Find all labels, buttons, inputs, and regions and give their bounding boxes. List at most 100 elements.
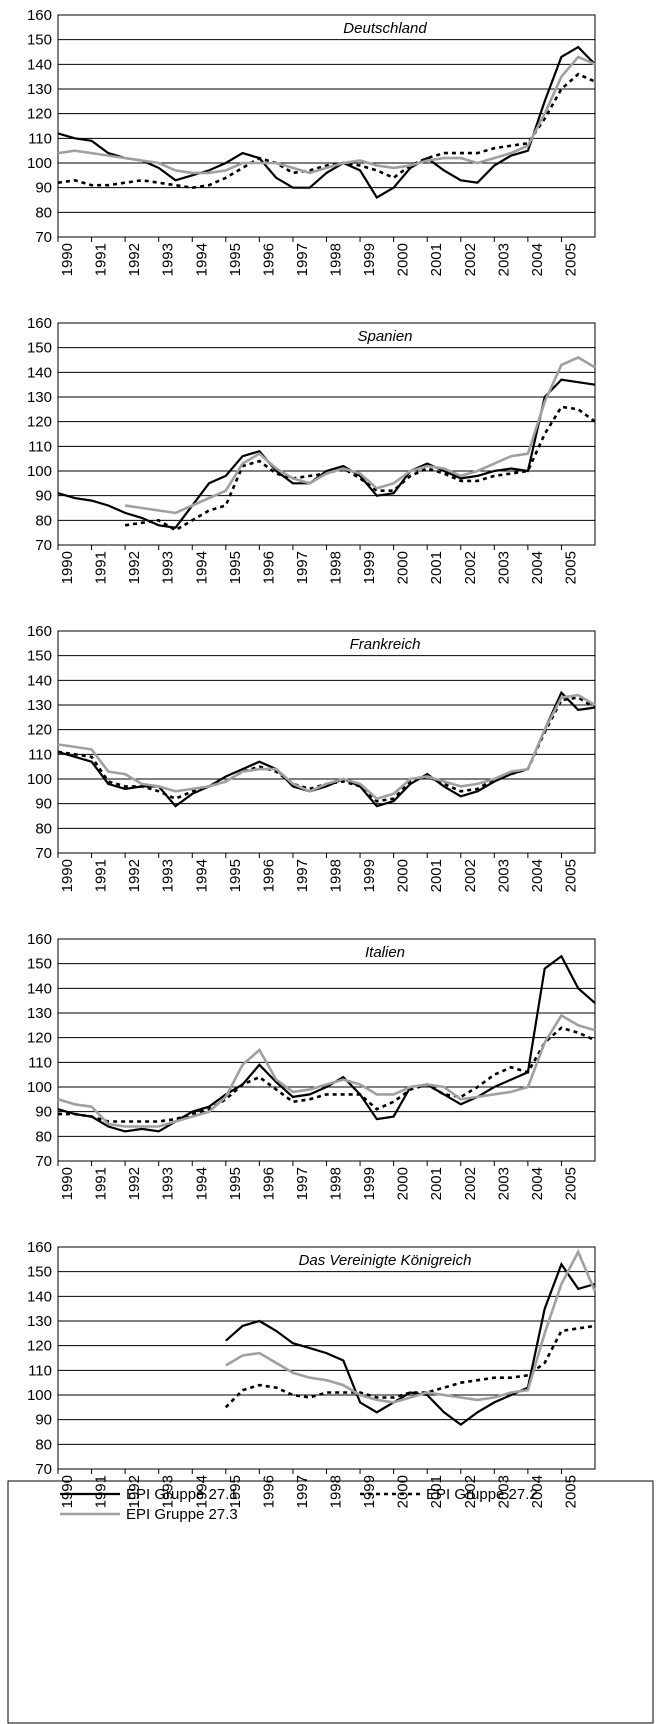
x-tick-label: 2001: [428, 551, 445, 584]
series-line: [57, 45, 596, 199]
x-tick-label: 1996: [260, 1167, 277, 1200]
x-tick-label: 1998: [328, 859, 345, 892]
y-tick-label: 150: [27, 1264, 52, 1281]
x-tick-label: 2005: [562, 1167, 579, 1200]
series-line: [57, 693, 596, 801]
y-tick-label: 120: [27, 1338, 52, 1355]
x-tick-label: 1994: [193, 1475, 210, 1508]
y-tick-label: 120: [27, 1030, 52, 1047]
y-tick-label: 140: [27, 980, 52, 997]
x-tick-label: 1994: [193, 551, 210, 584]
x-tick-label: 2005: [562, 1475, 579, 1508]
y-tick-label: 70: [35, 1153, 52, 1170]
x-tick-label: 1997: [294, 859, 311, 892]
x-tick-label: 1997: [294, 1167, 311, 1200]
y-tick-label: 160: [27, 931, 52, 948]
plot-frame: [57, 14, 596, 238]
x-tick-label: 1998: [328, 1475, 345, 1508]
series-line: [57, 1013, 596, 1128]
chart-title: Spanien: [357, 328, 412, 345]
y-tick-label: 80: [35, 512, 52, 529]
x-tick-label: 1993: [160, 1475, 177, 1508]
x-tick-label: 2005: [562, 859, 579, 892]
y-tick-label: 110: [28, 130, 52, 147]
x-tick-label: 1999: [361, 243, 378, 276]
y-tick-label: 100: [27, 1387, 52, 1404]
x-tick-label: 1997: [294, 243, 311, 276]
y-tick-label: 150: [27, 648, 52, 665]
series-line: [57, 72, 596, 190]
x-tick-label: 1995: [227, 859, 244, 892]
x-tick-label: 1998: [328, 243, 345, 276]
x-tick-label: 1998: [328, 1167, 345, 1200]
chart-title: Italien: [365, 944, 405, 961]
y-tick-label: 160: [27, 623, 52, 640]
y-tick-label: 120: [27, 722, 52, 739]
chart-title: Deutschland: [343, 20, 427, 37]
x-tick-label: 1999: [361, 1475, 378, 1508]
y-tick-label: 80: [35, 1128, 52, 1145]
x-tick-label: 1997: [294, 551, 311, 584]
legend-label: EPI Gruppe 27.3: [126, 1506, 238, 1523]
y-tick-label: 80: [35, 1436, 52, 1453]
x-tick-label: 2001: [428, 859, 445, 892]
series-line: [57, 378, 596, 529]
x-tick-label: 2002: [462, 551, 479, 584]
x-tick-label: 2002: [462, 1475, 479, 1508]
x-tick-label: 2001: [428, 1167, 445, 1200]
series-line: [225, 1248, 597, 1404]
y-tick-label: 100: [27, 1079, 52, 1096]
x-tick-label: 1995: [227, 243, 244, 276]
x-tick-label: 1993: [160, 243, 177, 276]
y-tick-label: 110: [28, 746, 52, 763]
x-tick-label: 2004: [529, 551, 546, 584]
legend-box: [7, 1480, 654, 1724]
x-tick-label: 1995: [227, 1475, 244, 1508]
x-tick-label: 2001: [428, 1475, 445, 1508]
x-tick-label: 2000: [395, 243, 412, 276]
y-tick-label: 90: [35, 1104, 52, 1121]
y-tick-label: 80: [35, 820, 52, 837]
x-tick-label: 1990: [59, 551, 76, 584]
x-tick-label: 2004: [529, 859, 546, 892]
x-tick-label: 1991: [93, 243, 110, 276]
x-tick-label: 1995: [227, 1167, 244, 1200]
series-line: [225, 1261, 596, 1426]
x-tick-label: 1992: [126, 551, 143, 584]
x-tick-label: 2002: [462, 859, 479, 892]
series-line: [57, 55, 596, 175]
x-tick-label: 1992: [126, 1475, 143, 1508]
x-tick-label: 2003: [495, 551, 512, 584]
x-tick-label: 1993: [160, 551, 177, 584]
x-tick-label: 1997: [294, 1475, 311, 1508]
y-tick-label: 90: [35, 488, 52, 505]
x-tick-label: 1998: [328, 551, 345, 584]
x-tick-label: 1999: [361, 1167, 378, 1200]
y-tick-label: 160: [27, 315, 52, 332]
chart-title: Das Vereinigte Königreich: [299, 1252, 472, 1269]
x-tick-label: 2000: [395, 551, 412, 584]
y-tick-label: 160: [27, 7, 52, 24]
y-tick-label: 100: [27, 463, 52, 480]
x-tick-label: 1992: [126, 243, 143, 276]
x-tick-label: 1990: [59, 1167, 76, 1200]
y-tick-label: 130: [27, 81, 52, 98]
series-line: [57, 954, 596, 1133]
y-tick-label: 110: [28, 1362, 52, 1379]
x-tick-label: 2002: [462, 1167, 479, 1200]
y-tick-label: 70: [35, 229, 52, 246]
y-tick-label: 130: [27, 1313, 52, 1330]
y-tick-label: 150: [27, 956, 52, 973]
x-tick-label: 2003: [495, 243, 512, 276]
x-tick-label: 2005: [562, 551, 579, 584]
y-tick-label: 150: [27, 340, 52, 357]
x-tick-label: 2005: [562, 243, 579, 276]
y-tick-label: 90: [35, 1412, 52, 1429]
y-tick-label: 160: [27, 1239, 52, 1256]
x-tick-label: 1999: [361, 551, 378, 584]
x-tick-label: 2004: [529, 1167, 546, 1200]
y-tick-label: 110: [28, 1054, 52, 1071]
y-tick-label: 130: [27, 697, 52, 714]
plot-frame: [57, 630, 596, 854]
